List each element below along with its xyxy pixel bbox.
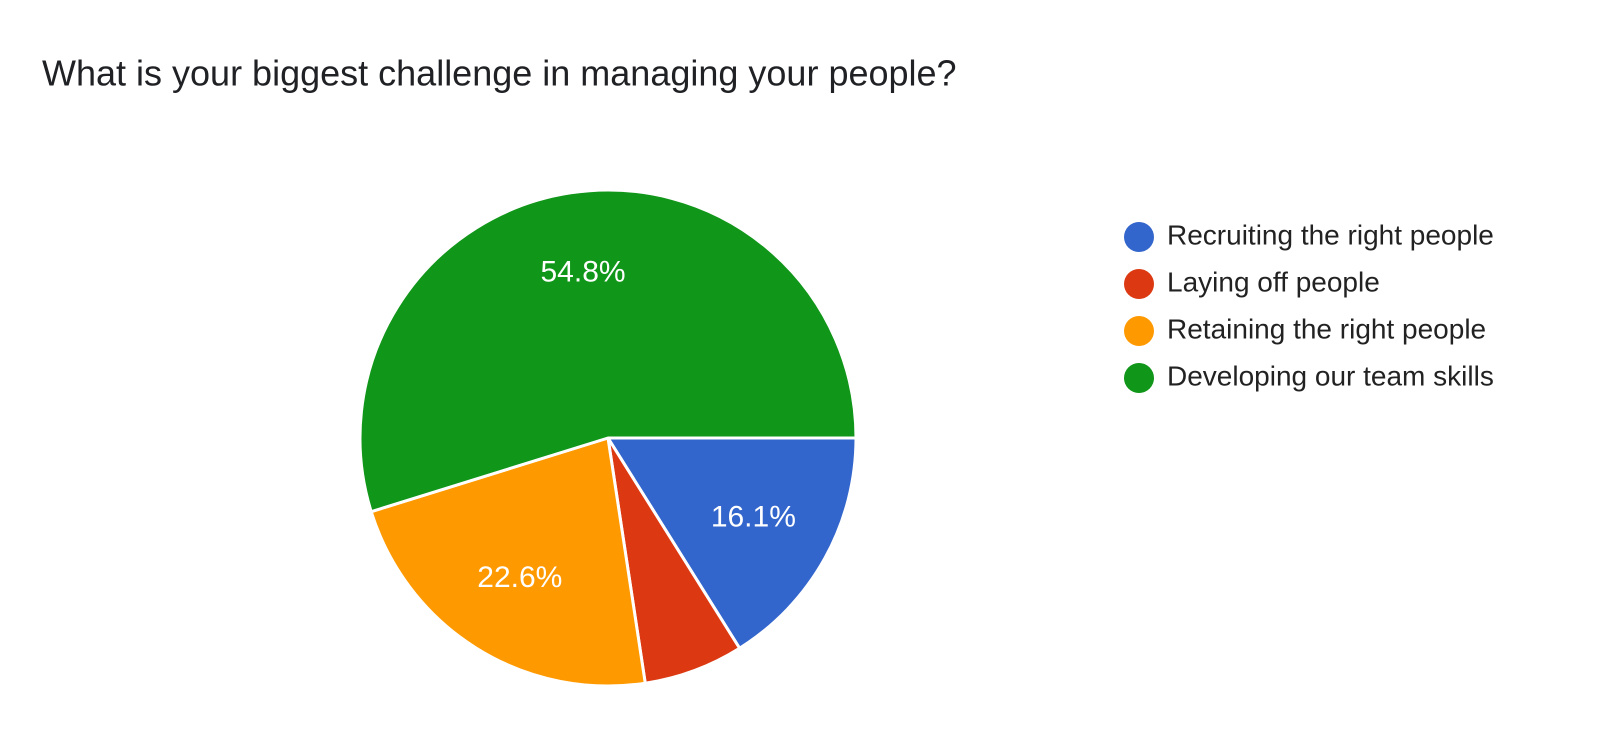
legend-swatch <box>1124 363 1154 393</box>
slice-label: 54.8% <box>540 256 625 289</box>
pie-slice <box>605 436 858 651</box>
chart-title: What is your biggest challenge in managi… <box>42 53 957 94</box>
legend-swatch <box>1124 316 1154 346</box>
legend-swatch <box>1124 222 1154 252</box>
legend-label: Recruiting the right people <box>1167 219 1494 250</box>
legend-swatch <box>1124 269 1154 299</box>
pie-slice <box>358 188 858 514</box>
pie-slice <box>369 436 647 688</box>
slice-label: 16.1% <box>711 500 796 533</box>
legend-label: Developing our team skills <box>1167 360 1494 391</box>
legend-label: Retaining the right people <box>1167 313 1486 344</box>
legend-label: Laying off people <box>1167 266 1380 297</box>
slice-label: 22.6% <box>477 561 562 594</box>
